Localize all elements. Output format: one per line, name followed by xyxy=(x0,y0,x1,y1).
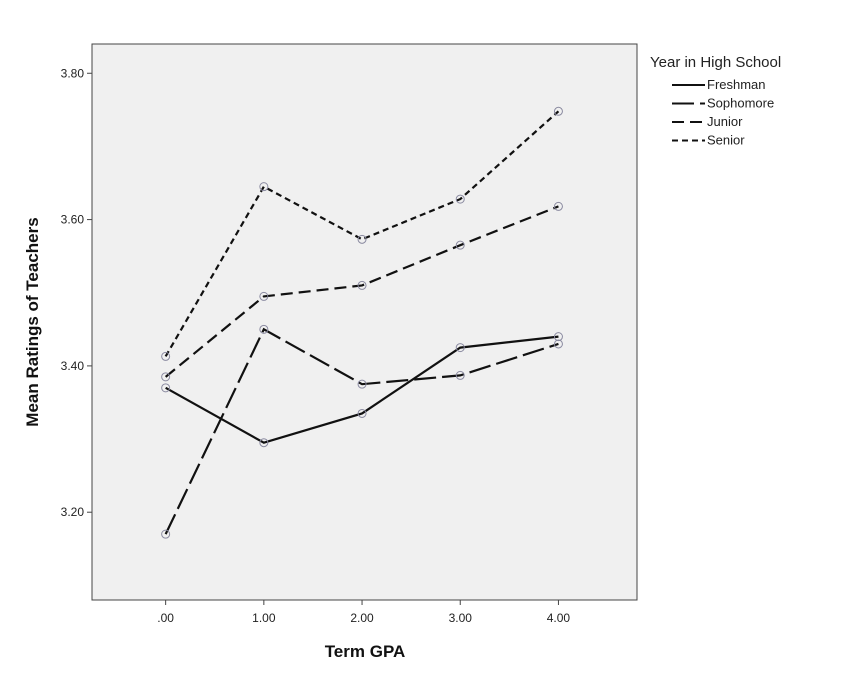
y-tick-label: 3.20 xyxy=(61,505,85,519)
series-line-sophomore xyxy=(164,327,559,535)
legend-label-sophomore: Sophomore xyxy=(707,96,774,111)
data-point-sophomore xyxy=(553,339,563,349)
legend-label-junior: Junior xyxy=(707,114,743,129)
data-point-freshman xyxy=(161,383,171,393)
y-axis-title: Mean Ratings of Teachers xyxy=(23,217,42,426)
data-point-junior xyxy=(161,372,171,382)
series-senior xyxy=(161,106,563,361)
series-sophomore xyxy=(161,324,563,539)
series-line-senior xyxy=(164,110,560,357)
x-tick-label: 1.00 xyxy=(252,611,276,625)
data-point-freshman xyxy=(259,438,269,448)
legend: Year in High School Freshman Sophomore Jun… xyxy=(650,54,781,148)
x-tick-label: .00 xyxy=(157,611,174,625)
data-point-senior xyxy=(553,106,563,116)
x-tick-label: 2.00 xyxy=(350,611,374,625)
data-point-senior xyxy=(259,182,269,192)
data-point-senior xyxy=(455,194,465,204)
data-point-junior xyxy=(553,201,563,211)
data-point-freshman xyxy=(357,408,367,418)
axis-layer: 3.20 3.40 3.60 3.80 .00 1.00 2.00 3.00 4.00 xyxy=(61,66,571,625)
y-tick-label: 3.60 xyxy=(61,213,85,227)
data-point-sophomore xyxy=(357,379,367,389)
y-tick-label: 3.80 xyxy=(61,66,85,80)
series-layer xyxy=(161,106,563,539)
data-point-freshman xyxy=(553,332,563,342)
data-point-junior xyxy=(357,280,367,290)
data-point-freshman xyxy=(455,343,465,353)
series-line-freshman xyxy=(165,335,559,444)
x-axis-title: Term GPA xyxy=(325,642,406,661)
series-line-junior xyxy=(164,205,559,378)
legend-label-senior: Senior xyxy=(707,133,745,148)
data-point-sophomore xyxy=(455,370,465,380)
data-point-junior xyxy=(455,240,465,250)
legend-title: Year in High School xyxy=(650,54,781,71)
series-junior xyxy=(161,201,563,382)
data-point-sophomore xyxy=(161,529,171,539)
data-point-sophomore xyxy=(259,324,269,334)
plot-area xyxy=(91,43,638,601)
data-point-senior xyxy=(357,234,367,244)
x-tick-label: 4.00 xyxy=(547,611,571,625)
x-tick-label: 3.00 xyxy=(449,611,473,625)
y-tick-label: 3.40 xyxy=(61,359,85,373)
data-point-junior xyxy=(259,291,269,301)
legend-label-freshman: Freshman xyxy=(707,77,766,92)
series-freshman xyxy=(161,332,563,448)
data-point-senior xyxy=(161,351,171,361)
